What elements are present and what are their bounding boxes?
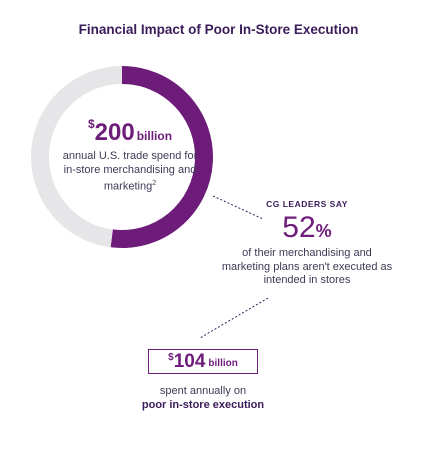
- execution-cost-description-plain: spent annually on: [159, 385, 247, 397]
- total-spend-description-text: annual U.S. trade spend for in-store mer…: [62, 150, 198, 193]
- donut-segment-1: [31, 66, 123, 248]
- currency-symbol: $: [168, 352, 174, 363]
- chart-title: Financial Impact of Poor In-Store Execut…: [78, 22, 359, 37]
- leaders-percent-symbol: %: [315, 221, 332, 241]
- leaders-callout: CG LEADERS SAY 52% of their merchandisin…: [220, 199, 394, 288]
- execution-cost-box: $104 billion: [148, 349, 258, 374]
- donut-center-callout: $200 billion annual U.S. trade spend for …: [62, 118, 198, 194]
- donut-segments: [31, 66, 213, 248]
- connector-line-top: [212, 195, 264, 220]
- total-spend-stat: $200 billion: [62, 118, 198, 145]
- leaders-percent: 52%: [220, 213, 394, 243]
- execution-cost-description-bold: poor in-store execution: [141, 398, 265, 411]
- connector-line-bottom: [199, 297, 269, 339]
- leaders-label: CG LEADERS SAY: [266, 199, 348, 209]
- footnote-marker: 2: [152, 180, 157, 187]
- donut-segment-0: [110, 66, 213, 248]
- leaders-percent-value: 52: [282, 211, 316, 244]
- total-spend-unit: billion: [136, 129, 173, 143]
- execution-cost-unit: billion: [208, 358, 238, 369]
- execution-cost-description: spent annually on poor in-store executio…: [120, 385, 286, 412]
- total-spend-description: annual U.S. trade spend for in-store mer…: [62, 150, 198, 194]
- execution-cost-value: 104: [173, 351, 206, 372]
- total-spend-value: 200: [94, 119, 135, 146]
- leaders-description: of their merchandising and marketing pla…: [221, 247, 393, 286]
- currency-symbol: $: [87, 117, 95, 131]
